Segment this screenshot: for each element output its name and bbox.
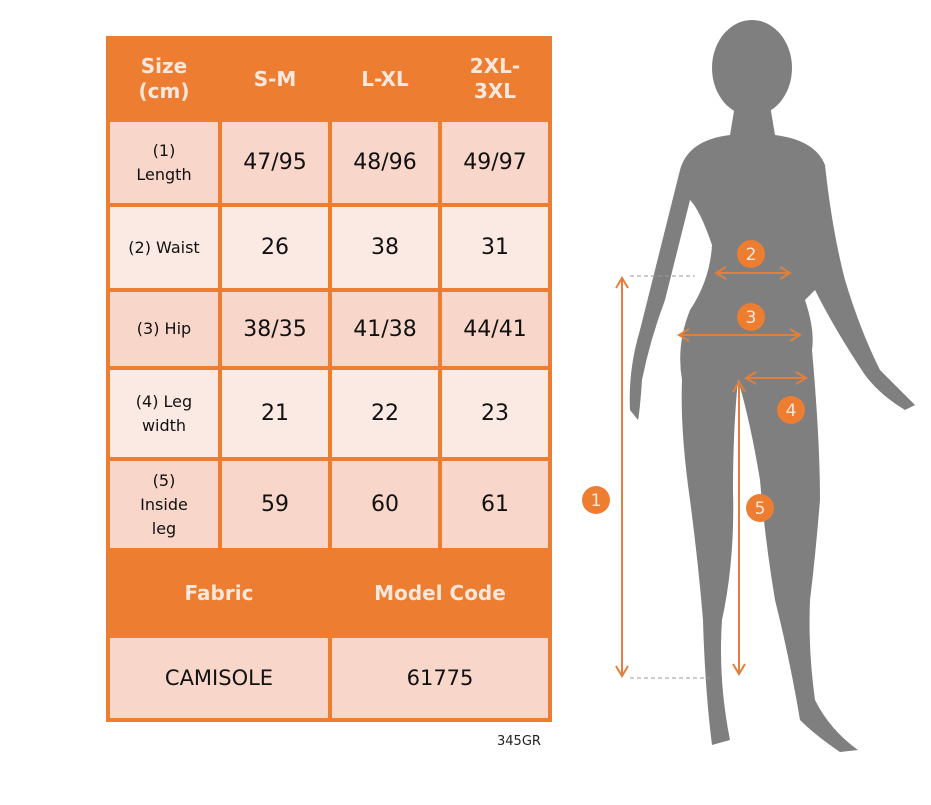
marker-1: 1 <box>591 491 602 511</box>
cell: 60 <box>328 457 442 552</box>
cell: 26 <box>218 203 332 292</box>
table-row-leg-width: (4) Leg width 21 22 23 <box>106 366 552 461</box>
header-2xl-3xl: 2XL-3XL <box>438 36 552 122</box>
footer-value-row: CAMISOLE 61775 <box>106 634 552 722</box>
cell: 38/35 <box>218 288 332 370</box>
cell: 21 <box>218 366 332 461</box>
size-table: Size (cm) S-M L-XL 2XL-3XL (1) Length 47… <box>106 36 552 722</box>
cell: 31 <box>438 203 552 292</box>
footer-header-row: Fabric Model Code <box>106 548 552 638</box>
body-silhouette <box>629 20 915 752</box>
header-s-m: S-M <box>218 36 332 122</box>
measurement-arrows <box>615 266 808 678</box>
header-l-xl: L-XL <box>328 36 442 122</box>
model-code-value: 61775 <box>328 634 552 722</box>
header-model-code: Model Code <box>328 548 552 638</box>
cell: 59 <box>218 457 332 552</box>
cell: 22 <box>328 366 442 461</box>
row-label: (2) Waist <box>106 203 222 292</box>
marker-4: 4 <box>786 401 797 421</box>
header-size: Size (cm) <box>106 36 222 122</box>
table-row-hip: (3) Hip 38/35 41/38 44/41 <box>106 288 552 370</box>
marker-2: 2 <box>746 245 757 265</box>
row-label: (4) Leg width <box>106 366 222 461</box>
row-label: (5) Inside leg <box>106 457 222 552</box>
header-row: Size (cm) S-M L-XL 2XL-3XL <box>106 36 552 122</box>
cell: 61 <box>438 457 552 552</box>
header-fabric: Fabric <box>106 548 332 638</box>
marker-3: 3 <box>746 308 757 328</box>
row-label: (3) Hip <box>106 288 222 370</box>
measurement-markers: 1 2 3 4 5 <box>582 240 805 522</box>
product-code: 345GR <box>497 734 541 749</box>
cell: 41/38 <box>328 288 442 370</box>
cell: 44/41 <box>438 288 552 370</box>
cell: 48/96 <box>328 118 442 207</box>
guide-lines <box>630 275 710 679</box>
cell: 47/95 <box>218 118 332 207</box>
cell: 38 <box>328 203 442 292</box>
row-label: (1) Length <box>106 118 222 207</box>
cell: 23 <box>438 366 552 461</box>
table-row-waist: (2) Waist 26 38 31 <box>106 203 552 292</box>
cell: 49/97 <box>438 118 552 207</box>
marker-5: 5 <box>755 499 766 519</box>
fabric-value: CAMISOLE <box>106 634 332 722</box>
table-row-length: (1) Length 47/95 48/96 49/97 <box>106 118 552 207</box>
table-row-inside-leg: (5) Inside leg 59 60 61 <box>106 457 552 552</box>
